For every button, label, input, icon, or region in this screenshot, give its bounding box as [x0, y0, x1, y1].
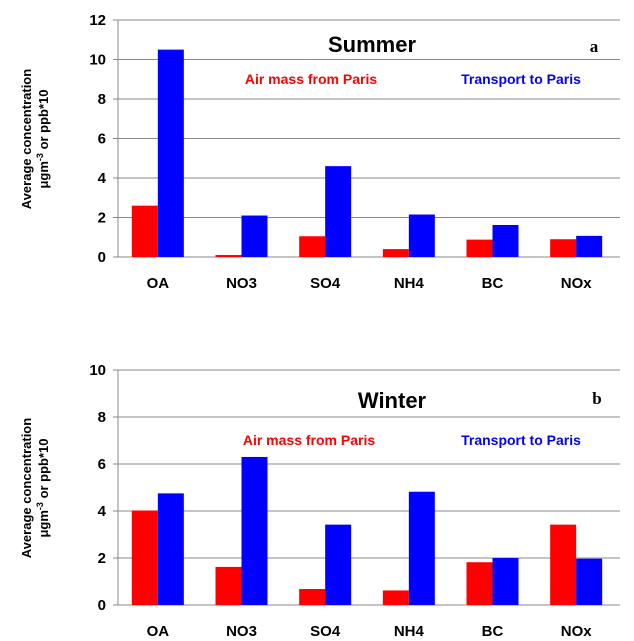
x-category-label: OA — [147, 623, 170, 640]
y-axis-label: Average concentration μgm-3 or ppb*10 — [19, 418, 51, 558]
x-category-label: BC — [482, 623, 504, 640]
legend-transport-to-paris: Transport to Paris — [461, 432, 581, 448]
bar-air-mass-from-paris-nox — [550, 239, 577, 257]
bar-air-mass-from-paris-so4 — [299, 589, 326, 605]
y-axis-label-line1: Average concentration — [19, 418, 34, 558]
x-category-label: SO4 — [310, 623, 341, 640]
y-axis-unit-rest: or ppb*10 — [36, 438, 51, 502]
y-axis-label-line1: Average concentration — [19, 69, 34, 209]
bar-air-mass-from-paris-no3 — [215, 566, 242, 605]
y-axis-unit-rest: or ppb*10 — [36, 89, 51, 153]
chart-summer: 0 2 4 6 8 10 12 OA NO3 SO4 NH4 BC NOx Summer a Air mass… — [19, 12, 620, 292]
chart-winter: 0 2 4 6 8 10 OA NO3 SO4 NH4 BC NOx Winter b Air mass f… — [19, 362, 620, 640]
bar-air-mass-from-paris-no3 — [215, 255, 242, 257]
y-tick-label: 0 — [98, 249, 106, 266]
y-tick-label: 4 — [98, 170, 107, 187]
bar-air-mass-from-paris-nh4 — [382, 249, 409, 257]
bar-air-mass-from-paris-oa — [131, 510, 158, 605]
y-tick-label: 2 — [98, 210, 106, 227]
bar-air-mass-from-paris-oa — [131, 205, 158, 257]
bar-transport-to-paris-no3 — [241, 215, 268, 257]
x-category-label: OA — [147, 275, 170, 292]
bar-transport-to-paris-oa — [157, 49, 184, 257]
bar-transport-to-paris-so4 — [325, 166, 352, 257]
bar-transport-to-paris-nh4 — [408, 214, 435, 257]
x-category-label: NOx — [561, 623, 593, 640]
bar-transport-to-paris-no3 — [241, 456, 268, 605]
legend-transport-to-paris: Transport to Paris — [461, 71, 581, 87]
x-category-label: BC — [482, 275, 504, 292]
bar-transport-to-paris-oa — [157, 493, 184, 605]
bar-air-mass-from-paris-bc — [466, 239, 493, 257]
y-axis-label: Average concentration μgm-3 or ppb*10 — [19, 69, 51, 209]
x-category-label: NO3 — [226, 275, 257, 292]
y-tick-label: 12 — [89, 12, 106, 29]
bar-transport-to-paris-nox — [576, 558, 603, 605]
x-category-label: NH4 — [394, 275, 425, 292]
bar-transport-to-paris-bc — [492, 558, 519, 605]
panel-label: a — [590, 37, 599, 56]
bar-transport-to-paris-nh4 — [408, 491, 435, 605]
y-tick-label: 4 — [98, 503, 107, 520]
chart-title: Winter — [358, 388, 427, 413]
y-tick-label: 8 — [98, 91, 106, 108]
y-axis-unit: μgm — [36, 161, 51, 188]
bar-air-mass-from-paris-bc — [466, 562, 493, 605]
y-tick-label: 8 — [98, 409, 106, 426]
x-category-label: NH4 — [394, 623, 425, 640]
y-axis-unit-exponent: -3 — [35, 153, 45, 161]
bar-transport-to-paris-nox — [576, 235, 603, 257]
bar-transport-to-paris-bc — [492, 225, 519, 257]
y-tick-label: 0 — [98, 597, 106, 614]
bar-air-mass-from-paris-so4 — [299, 236, 326, 257]
x-category-label: NOx — [561, 275, 593, 292]
bar-transport-to-paris-so4 — [325, 524, 352, 605]
bar-air-mass-from-paris-nh4 — [382, 590, 409, 605]
legend-air-mass-from-paris: Air mass from Paris — [243, 432, 375, 448]
y-axis-label-line2: μgm-3 or ppb*10 — [35, 438, 51, 537]
panel-label: b — [592, 389, 601, 408]
y-tick-label: 2 — [98, 550, 106, 567]
y-axis-unit: μgm — [36, 510, 51, 537]
y-tick-label: 6 — [98, 131, 106, 148]
y-tick-label: 6 — [98, 456, 106, 473]
legend-air-mass-from-paris: Air mass from Paris — [245, 71, 377, 87]
chart-title: Summer — [328, 32, 416, 57]
x-category-label: SO4 — [310, 275, 341, 292]
y-axis-label-line2: μgm-3 or ppb*10 — [35, 89, 51, 188]
x-category-label: NO3 — [226, 623, 257, 640]
y-tick-label: 10 — [89, 52, 106, 69]
y-axis-unit-exponent: -3 — [35, 502, 45, 510]
y-tick-label: 10 — [89, 362, 106, 379]
bar-air-mass-from-paris-nox — [550, 524, 577, 605]
